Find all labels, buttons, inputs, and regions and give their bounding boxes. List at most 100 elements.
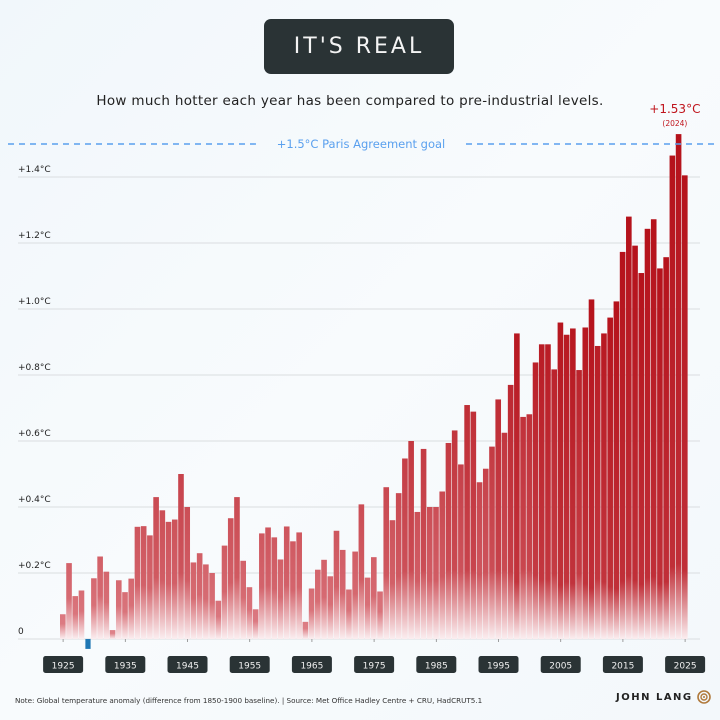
bar xyxy=(669,155,676,640)
footer-note: Note: Global temperature anomaly (differ… xyxy=(15,696,483,705)
bar xyxy=(364,577,371,639)
bar xyxy=(115,580,122,639)
bar xyxy=(563,334,570,639)
x-tick-box xyxy=(105,656,146,673)
y-tick-label: +0.6°C xyxy=(18,429,51,439)
x-tick-label: 1955 xyxy=(238,662,261,672)
paris-label: +1.5°C Paris Agreement goal xyxy=(277,137,446,151)
bar xyxy=(122,592,128,639)
bar xyxy=(234,497,240,639)
x-tick-box xyxy=(167,656,208,673)
bar xyxy=(551,369,557,639)
bar xyxy=(619,251,626,639)
x-tick-label: 1965 xyxy=(300,662,323,672)
bar xyxy=(439,491,446,639)
bar xyxy=(240,560,246,639)
y-tick-label: +0.4°C xyxy=(18,495,51,505)
target-icon xyxy=(697,690,711,704)
bar xyxy=(482,468,489,639)
bar xyxy=(290,541,296,639)
y-tick-label: +0.2°C xyxy=(18,561,51,571)
bar xyxy=(464,405,470,639)
bar xyxy=(576,370,582,639)
author-brand: JOHN LANG xyxy=(616,692,693,703)
x-tick-box xyxy=(416,656,457,673)
bar xyxy=(134,526,141,639)
bar xyxy=(626,216,632,639)
bar xyxy=(682,175,688,639)
bar xyxy=(227,518,234,639)
bar xyxy=(601,333,607,639)
x-tick-label: 1985 xyxy=(425,662,448,672)
bar xyxy=(489,446,495,639)
bar xyxy=(296,532,302,639)
bar xyxy=(395,493,402,639)
x-tick-box xyxy=(43,656,84,673)
bar xyxy=(147,535,153,639)
x-tick-box xyxy=(540,656,581,673)
bar xyxy=(109,630,116,639)
bar xyxy=(538,344,545,639)
bar xyxy=(252,609,259,639)
x-tick-label: 1975 xyxy=(363,662,386,672)
bar xyxy=(663,257,669,639)
bar xyxy=(159,510,166,639)
bar xyxy=(520,416,526,639)
peak-annotation: +1.53°C (2024) xyxy=(649,102,700,128)
bar xyxy=(545,344,551,639)
bar xyxy=(308,588,315,639)
bar xyxy=(476,482,483,639)
x-tick-label: 2005 xyxy=(549,662,572,672)
y-tick-label: +1.4°C xyxy=(18,165,51,175)
bar xyxy=(501,432,508,639)
bar-negative xyxy=(85,639,91,649)
x-tick-label: 1995 xyxy=(487,662,510,672)
title-badge: IT'S REAL xyxy=(264,19,454,74)
bar xyxy=(60,614,66,639)
x-tick-box xyxy=(665,656,706,673)
bar xyxy=(470,411,477,639)
bar xyxy=(532,362,539,639)
bar xyxy=(371,557,377,639)
bar xyxy=(632,245,638,639)
bar xyxy=(420,448,427,639)
bar xyxy=(327,576,334,639)
bar xyxy=(426,507,433,639)
bar xyxy=(588,299,595,639)
bar xyxy=(246,587,253,639)
bar xyxy=(190,562,197,639)
x-axis-ticks: 1925 1935 1945 1955 1965 1975 1985 1995 2005 2015… xyxy=(43,639,706,673)
bar xyxy=(402,458,408,639)
bar xyxy=(315,569,321,639)
bar xyxy=(103,571,110,639)
bar xyxy=(657,268,663,639)
bar xyxy=(352,551,358,639)
x-tick-box xyxy=(602,656,643,673)
bar xyxy=(638,273,645,639)
bar xyxy=(302,621,309,639)
bar xyxy=(277,559,284,639)
x-tick-label: 2025 xyxy=(674,662,697,672)
bar xyxy=(91,578,97,639)
bar xyxy=(221,545,228,639)
bar xyxy=(259,533,265,639)
bar xyxy=(72,596,79,639)
bar xyxy=(675,134,682,639)
x-tick-box xyxy=(354,656,395,673)
y-tick-label: +1.2°C xyxy=(18,231,51,241)
bar xyxy=(557,322,564,639)
x-tick-label: 1935 xyxy=(114,662,137,672)
x-tick-label: 2015 xyxy=(611,662,634,672)
bar xyxy=(178,474,184,639)
bar xyxy=(377,591,383,639)
bar xyxy=(339,549,346,639)
y-axis-labels: 0 +0.2°C +0.4°C +0.6°C +0.8°C +1.0°C +1.2°C +1.… xyxy=(18,165,51,637)
bar xyxy=(215,600,222,639)
bar xyxy=(153,497,159,639)
bar xyxy=(594,345,601,639)
x-tick-box xyxy=(229,656,270,673)
y-tick-label: +1.0°C xyxy=(18,297,51,307)
bar xyxy=(514,333,520,639)
bar xyxy=(78,590,85,639)
